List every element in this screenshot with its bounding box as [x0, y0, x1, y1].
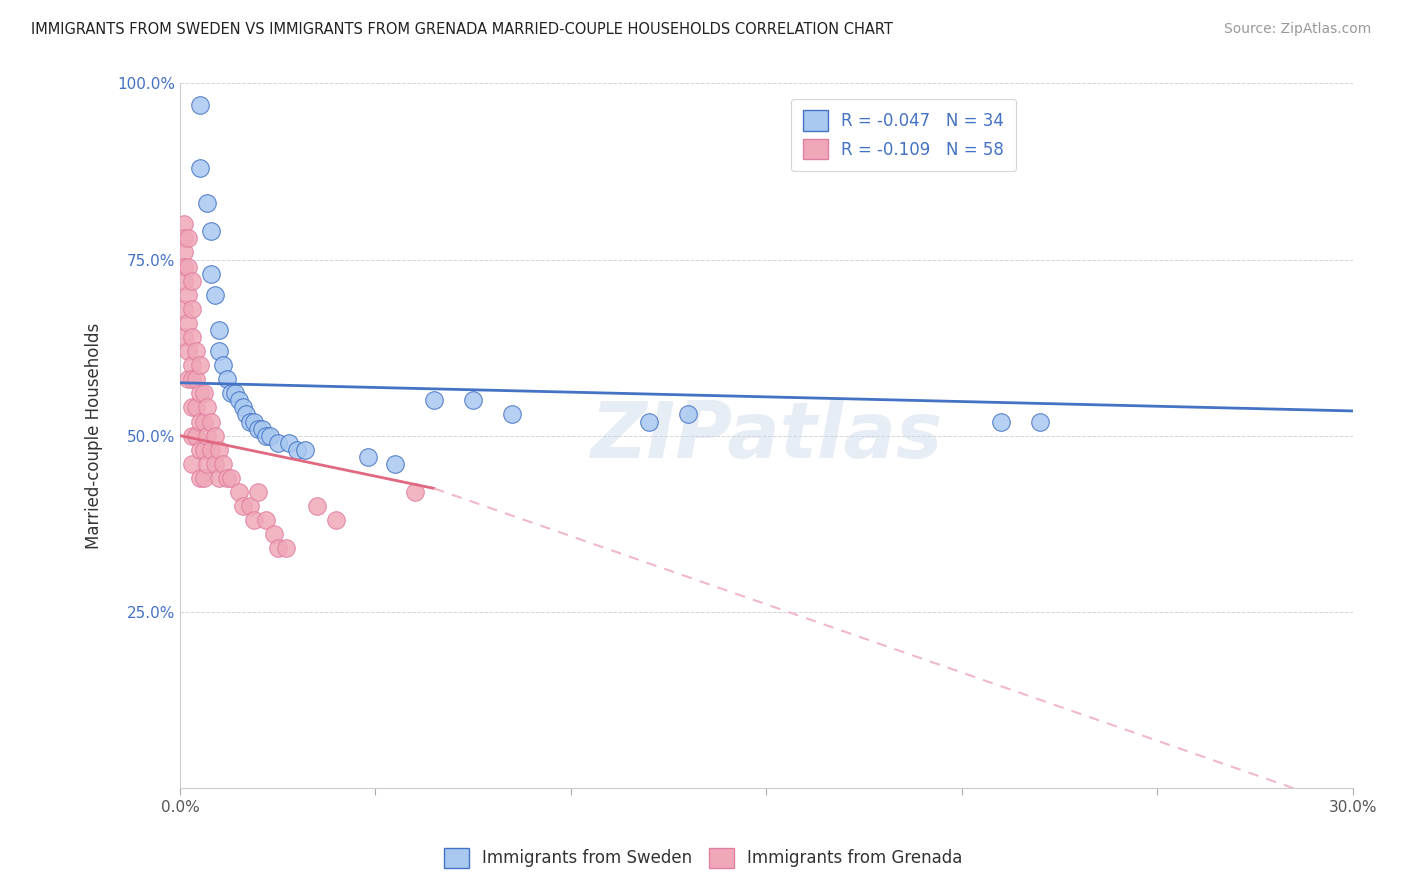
- Point: [197, 457, 219, 471]
- Point: [204, 457, 226, 471]
- Point: [228, 393, 250, 408]
- Point: [173, 231, 195, 245]
- Point: [200, 267, 222, 281]
- Point: [200, 415, 222, 429]
- Point: [197, 401, 219, 415]
- Point: [263, 527, 285, 541]
- Point: [232, 499, 254, 513]
- Point: [990, 415, 1012, 429]
- Point: [254, 513, 277, 527]
- Legend: Immigrants from Sweden, Immigrants from Grenada: Immigrants from Sweden, Immigrants from …: [437, 841, 969, 875]
- Point: [188, 471, 211, 485]
- Point: [305, 499, 328, 513]
- Point: [243, 513, 266, 527]
- Point: [384, 457, 406, 471]
- Point: [274, 541, 297, 556]
- Point: [184, 344, 207, 359]
- Point: [177, 260, 200, 274]
- Point: [224, 386, 246, 401]
- Point: [188, 161, 211, 175]
- Point: [325, 513, 347, 527]
- Point: [184, 428, 207, 442]
- Point: [463, 393, 485, 408]
- Point: [188, 386, 211, 401]
- Point: [247, 421, 270, 435]
- Point: [212, 457, 235, 471]
- Point: [184, 372, 207, 386]
- Text: ZIPatlas: ZIPatlas: [591, 398, 942, 474]
- Point: [180, 401, 202, 415]
- Point: [188, 358, 211, 372]
- Point: [212, 358, 235, 372]
- Point: [215, 471, 238, 485]
- Point: [180, 428, 202, 442]
- Point: [173, 330, 195, 344]
- Point: [177, 316, 200, 330]
- Point: [208, 344, 231, 359]
- Point: [180, 301, 202, 316]
- Point: [177, 231, 200, 245]
- Point: [638, 415, 661, 429]
- Point: [204, 287, 226, 301]
- Point: [228, 485, 250, 500]
- Point: [193, 415, 215, 429]
- Point: [250, 421, 273, 435]
- Point: [219, 471, 242, 485]
- Y-axis label: Married-couple Households: Married-couple Households: [86, 323, 103, 549]
- Point: [188, 442, 211, 457]
- Point: [204, 428, 226, 442]
- Point: [278, 435, 301, 450]
- Point: [193, 471, 215, 485]
- Point: [215, 372, 238, 386]
- Point: [200, 224, 222, 238]
- Point: [173, 274, 195, 288]
- Text: Source: ZipAtlas.com: Source: ZipAtlas.com: [1223, 22, 1371, 37]
- Point: [254, 428, 277, 442]
- Point: [197, 428, 219, 442]
- Point: [188, 97, 211, 112]
- Point: [285, 442, 308, 457]
- Point: [197, 196, 219, 211]
- Point: [177, 344, 200, 359]
- Point: [404, 485, 426, 500]
- Point: [184, 401, 207, 415]
- Point: [243, 415, 266, 429]
- Legend: R = -0.047   N = 34, R = -0.109   N = 58: R = -0.047 N = 34, R = -0.109 N = 58: [792, 99, 1017, 171]
- Point: [177, 287, 200, 301]
- Point: [267, 541, 290, 556]
- Point: [357, 450, 380, 464]
- Point: [193, 442, 215, 457]
- Point: [208, 471, 231, 485]
- Point: [239, 499, 262, 513]
- Point: [267, 435, 290, 450]
- Point: [232, 401, 254, 415]
- Point: [501, 408, 523, 422]
- Point: [173, 217, 195, 231]
- Point: [1029, 415, 1052, 429]
- Point: [676, 408, 699, 422]
- Point: [180, 457, 202, 471]
- Point: [180, 330, 202, 344]
- Point: [188, 415, 211, 429]
- Point: [239, 415, 262, 429]
- Point: [173, 301, 195, 316]
- Point: [235, 408, 257, 422]
- Point: [259, 428, 281, 442]
- Point: [208, 442, 231, 457]
- Point: [200, 442, 222, 457]
- Point: [173, 260, 195, 274]
- Point: [193, 386, 215, 401]
- Point: [180, 372, 202, 386]
- Point: [180, 358, 202, 372]
- Point: [423, 393, 446, 408]
- Point: [247, 485, 270, 500]
- Point: [177, 372, 200, 386]
- Point: [219, 386, 242, 401]
- Point: [173, 245, 195, 260]
- Point: [180, 274, 202, 288]
- Point: [208, 323, 231, 337]
- Point: [294, 442, 316, 457]
- Text: IMMIGRANTS FROM SWEDEN VS IMMIGRANTS FROM GRENADA MARRIED-COUPLE HOUSEHOLDS CORR: IMMIGRANTS FROM SWEDEN VS IMMIGRANTS FRO…: [31, 22, 893, 37]
